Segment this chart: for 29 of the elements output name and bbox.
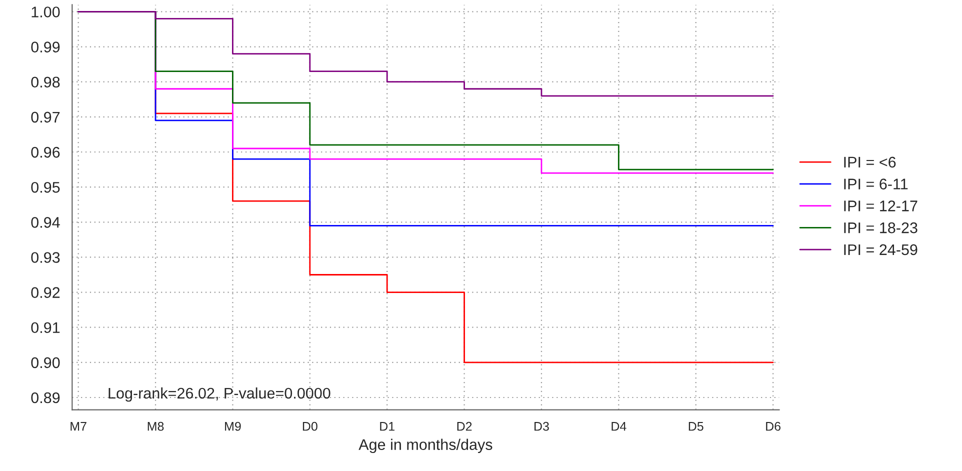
- x-tick-label: D2: [457, 422, 472, 431]
- x-axis-title: Age in months/days: [358, 438, 492, 454]
- y-tick-label: 0.96: [31, 146, 60, 158]
- legend-label: IPI = <6: [844, 156, 896, 168]
- legend-label: IPI = 12-17: [844, 200, 918, 212]
- x-tick-label: M9: [225, 422, 241, 431]
- y-tick-label: 0.99: [31, 42, 60, 52]
- y-tick-label: 0.94: [31, 217, 60, 228]
- y-tick-label: 0.97: [31, 112, 60, 123]
- x-tick-label: D6: [766, 422, 780, 431]
- x-tick-label: D5: [688, 422, 704, 431]
- annotation: Log-rank=26.02, P-value=0.0000: [108, 387, 330, 402]
- x-tick-label: D0: [302, 422, 318, 431]
- x-tick-label: D4: [612, 422, 626, 431]
- y-tick-label: 1.00: [32, 6, 60, 18]
- x-tick-label: M8: [148, 422, 164, 431]
- legend-label: IPI = 18-23: [844, 222, 918, 234]
- x-tick-label: D1: [380, 422, 394, 431]
- y-tick-label: 0.90: [31, 357, 60, 368]
- y-tick-label: 0.95: [31, 182, 60, 193]
- y-tick-label: 0.92: [31, 287, 60, 298]
- y-tick-label: 0.98: [31, 76, 60, 88]
- y-tick-label: 0.93: [31, 252, 60, 263]
- legend-label: IPI = 24-59: [844, 244, 918, 256]
- x-tick-label: M7: [70, 422, 86, 431]
- legend-label: IPI = 6-11: [844, 178, 908, 190]
- x-tick-label: D3: [534, 422, 549, 431]
- y-tick-label: 0.91: [31, 322, 60, 334]
- y-tick-label: 0.89: [31, 392, 60, 404]
